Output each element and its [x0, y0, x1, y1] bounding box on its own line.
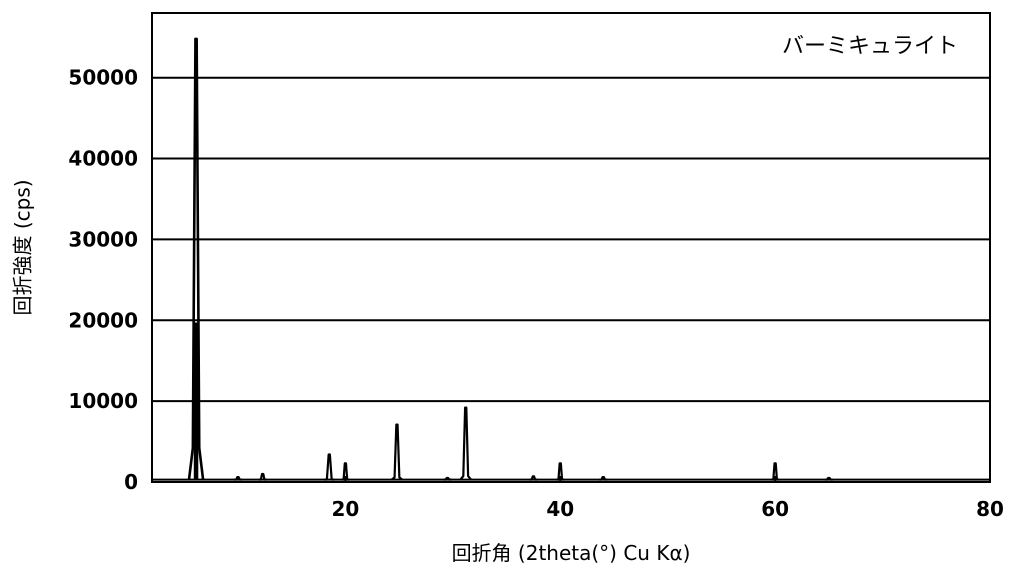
plot-frame: [151, 12, 991, 483]
x-tick-labels: 20 40 60 80: [331, 497, 1003, 521]
diffraction-peak: [187, 37, 205, 480]
x-tick-label: 80: [976, 497, 1004, 521]
diffraction-peak: [233, 476, 242, 481]
y-tick-label: 0: [124, 470, 138, 494]
y-axis-title: 回折強度 (cps): [11, 179, 35, 315]
diffraction-peak: [556, 462, 565, 481]
diffraction-peak: [459, 406, 472, 481]
diffraction-peak: [391, 423, 403, 481]
y-tick-label: 40000: [68, 147, 138, 171]
x-tick-label: 40: [546, 497, 574, 521]
diffraction-peak: [771, 462, 780, 481]
diffraction-peak: [323, 453, 335, 481]
y-tick-label: 30000: [68, 227, 138, 251]
y-tick-label: 50000: [68, 66, 138, 90]
diffraction-peak: [341, 462, 350, 481]
diffraction-peak: [529, 475, 538, 481]
diffraction-peak: [824, 476, 833, 481]
x-axis-title: 回折角 (2theta(°) Cu Kα): [452, 541, 691, 565]
diffraction-peak: [443, 476, 452, 481]
legend-label: バーミキュライト: [782, 34, 958, 59]
diffraction-peak: [258, 472, 267, 481]
x-tick-label: 20: [331, 497, 359, 521]
x-tick-label: 60: [761, 497, 789, 521]
series-layer: [153, 37, 989, 481]
diffraction-peak: [599, 476, 608, 481]
tick-marks: [344, 476, 991, 482]
y-tick-label: 10000: [68, 389, 138, 413]
y-tick-label: 20000: [68, 308, 138, 332]
gridlines: [152, 76, 990, 403]
y-tick-labels: 0 10000 20000 30000 40000 50000: [68, 66, 138, 494]
